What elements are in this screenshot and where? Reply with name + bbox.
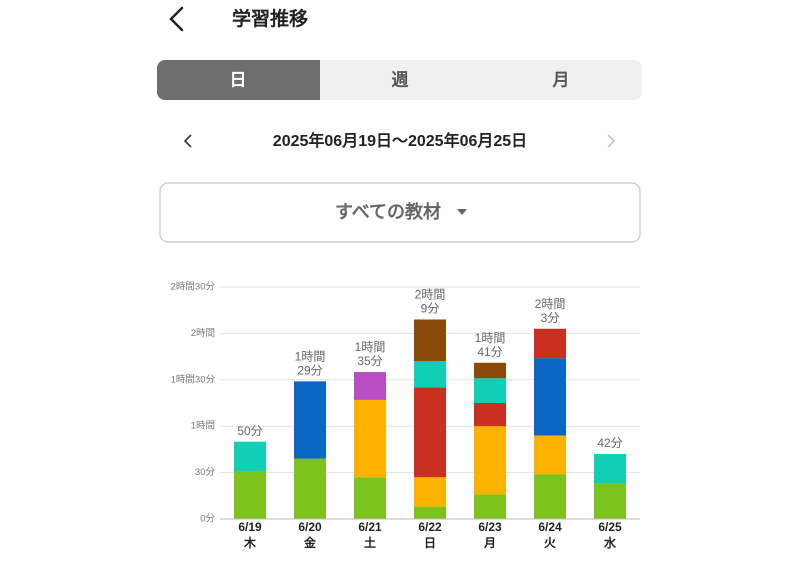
bar-segment [354, 399, 386, 478]
bar-segment [474, 426, 506, 495]
filter-label[interactable]: すべての教材 [335, 201, 441, 222]
bar-segment [474, 494, 506, 519]
date-range: 2025年06月19日〜2025年06月25日 [273, 131, 527, 150]
bar-segment [294, 381, 326, 459]
bar-segment [294, 458, 326, 519]
tab-label[interactable]: 週 [392, 70, 409, 89]
x-tick-label: 6/20 [298, 520, 322, 534]
total-label: 35分 [357, 354, 382, 368]
bar-segment [414, 477, 446, 507]
x-tick-weekday: 土 [364, 535, 376, 550]
x-tick-label: 6/24 [538, 520, 562, 534]
x-tick-weekday: 水 [603, 535, 617, 550]
x-tick-label: 6/22 [418, 520, 442, 534]
total-label: 1時間 [475, 331, 506, 345]
total-label: 42分 [597, 436, 622, 450]
bar-segment [534, 474, 566, 519]
tab-label[interactable]: 日 [230, 70, 247, 89]
tab-selected[interactable] [157, 60, 320, 100]
bar-segment [534, 328, 566, 359]
y-tick-label: 0分 [200, 514, 215, 525]
total-label: 2時間 [535, 297, 566, 311]
x-tick-weekday: 月 [483, 536, 496, 550]
x-tick-weekday: 火 [544, 536, 556, 550]
bar-segment [354, 477, 386, 519]
total-label: 3分 [541, 311, 560, 325]
x-tick-weekday: 日 [424, 536, 436, 550]
bar-segment [354, 372, 386, 400]
total-label: 50分 [237, 424, 262, 438]
bar-segment [534, 358, 566, 436]
y-tick-label: 30分 [195, 467, 216, 478]
bar-segment [414, 361, 446, 388]
bar-segment [594, 483, 626, 519]
y-tick-label: 1時間30分 [171, 374, 216, 385]
bar-segment [234, 471, 266, 519]
next-button[interactable] [607, 134, 615, 148]
total-label: 1時間 [295, 350, 326, 364]
total-label: 2時間 [415, 288, 446, 302]
y-tick-label: 1時間 [191, 421, 215, 432]
x-tick-weekday: 金 [304, 535, 317, 550]
total-label: 41分 [477, 345, 502, 359]
y-tick-label: 2時間 [191, 328, 215, 339]
total-label: 1時間 [355, 340, 386, 354]
total-label: 9分 [421, 302, 440, 316]
bar-segment [534, 435, 566, 475]
bar-segment [414, 506, 446, 519]
bar-segment [414, 387, 446, 478]
back-button[interactable] [169, 6, 184, 32]
chart: 0分30分1時間1時間30分2時間2時間30分50分6/19木1時間29分6/2… [171, 282, 640, 550]
bar-segment [474, 362, 506, 379]
bar-segment [474, 403, 506, 427]
page-title: 学習推移 [232, 7, 308, 30]
bar-segment [414, 319, 446, 362]
tab-label[interactable]: 月 [552, 70, 570, 89]
bar-segment [594, 454, 626, 484]
dropdown-arrow[interactable] [457, 209, 467, 215]
x-tick-label: 6/25 [598, 520, 622, 534]
bar-segment [234, 441, 266, 472]
x-tick-label: 6/21 [358, 520, 382, 534]
x-tick-weekday: 木 [243, 535, 257, 550]
bar-segment [474, 378, 506, 403]
x-tick-label: 6/19 [238, 520, 262, 534]
x-tick-label: 6/23 [478, 520, 502, 534]
filter-dropdown[interactable] [159, 182, 641, 243]
total-label: 29分 [297, 364, 322, 378]
prev-button[interactable] [183, 134, 192, 148]
y-tick-label: 2時間30分 [171, 282, 216, 293]
